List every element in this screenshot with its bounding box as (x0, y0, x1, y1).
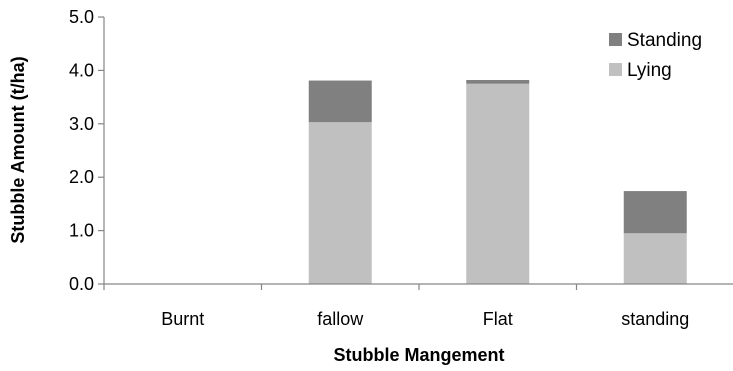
y-tick-label: 2.0 (69, 167, 94, 187)
x-tick-label: Burnt (161, 309, 204, 329)
bar-segment-standing (623, 191, 687, 234)
x-ticks: Burnt fallow Flat standing (103, 284, 689, 329)
bar-segment-standing (308, 80, 372, 123)
y-axis-title: Stubble Amount (t/ha) (8, 56, 28, 243)
y-tick-label: 1.0 (69, 221, 94, 241)
legend-swatch-lying (609, 63, 622, 76)
bar-segment-standing (466, 80, 530, 84)
x-axis-title: Stubble Mangement (333, 345, 504, 365)
x-tick-label: standing (621, 309, 689, 329)
legend-label-standing: Standing (627, 30, 702, 51)
x-tick-label: fallow (317, 309, 364, 329)
y-ticks: 0.0 1.0 2.0 3.0 4.0 5.0 (69, 7, 104, 294)
legend-label-lying: Lying (627, 60, 672, 81)
bar-segment-lying (623, 233, 687, 284)
y-tick-label: 3.0 (69, 114, 94, 134)
y-tick-label: 0.0 (69, 274, 94, 294)
y-tick-label: 5.0 (69, 7, 94, 27)
x-tick-label: Flat (483, 309, 513, 329)
legend: Standing Lying (609, 30, 702, 81)
bars (308, 80, 687, 284)
legend-swatch-standing (609, 33, 622, 46)
y-tick-label: 4.0 (69, 60, 94, 80)
bar-segment-lying (308, 122, 372, 284)
bar-segment-lying (466, 83, 530, 284)
